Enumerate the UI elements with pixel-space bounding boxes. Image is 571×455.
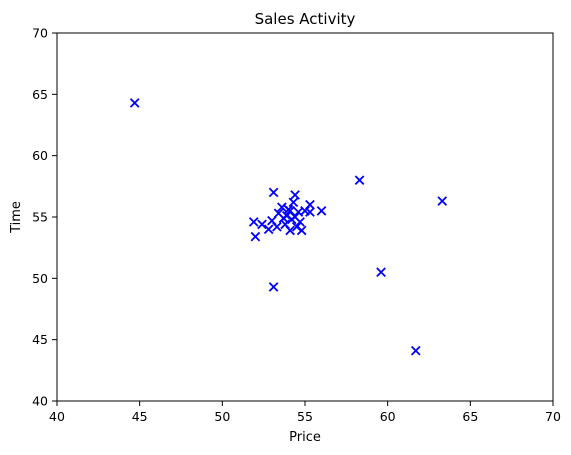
y-tick-label: 65 [32,87,48,102]
x-tick-label: 55 [297,409,313,424]
data-point-stroke [273,208,284,219]
data-point-stroke [129,98,140,108]
data-point [376,267,386,278]
data-point [410,345,421,356]
data-point [290,190,300,200]
data-point [268,282,279,292]
data-point [316,206,327,216]
data-point [305,207,315,217]
y-tick-label: 55 [32,210,48,225]
data-point-stroke [268,282,279,292]
data-point [354,175,365,186]
data-point [268,187,279,198]
data-point-stroke [354,175,365,186]
data-point [296,225,307,236]
data-point [129,98,140,108]
y-tick-label: 40 [32,394,48,409]
data-point-stroke [263,224,274,235]
y-tick-label: 50 [32,271,48,286]
data-point [305,199,315,210]
data-point-stroke [290,190,300,200]
data-point-stroke [305,207,315,217]
plot-area [129,98,448,356]
data-point [250,231,261,242]
data-point-stroke [296,225,307,236]
y-axis: 40 45 50 55 60 65 70 [32,26,57,409]
plot-frame [56,32,554,402]
data-point-stroke [285,225,295,236]
y-tick-label: 60 [32,148,48,163]
data-point-stroke [437,196,448,206]
data-point-stroke [248,217,259,227]
chart-title: Sales Activity [255,10,356,28]
data-point-stroke [288,197,299,208]
x-tick-label: 45 [132,409,148,424]
data-point [437,196,448,206]
data-point [285,206,295,216]
data-point [277,202,287,213]
y-axis-label: Time [9,201,24,234]
x-axis: 40 45 50 55 60 65 70 [49,401,561,424]
data-point-stroke [277,202,287,213]
data-point [263,224,274,235]
data-point-stroke [257,219,267,230]
x-tick-label: 50 [214,409,230,424]
data-point-stroke [305,199,315,210]
x-tick-label: 60 [380,409,396,424]
y-tick-label: 70 [32,26,48,41]
data-point-stroke [293,207,304,217]
x-tick-label: 40 [49,409,65,424]
data-point [272,221,282,232]
data-point [257,219,267,230]
data-point [285,225,295,236]
data-point [248,217,259,227]
data-point-stroke [272,221,282,232]
data-point [288,197,299,208]
data-point-stroke [268,187,279,198]
data-point-stroke [295,217,305,227]
x-tick-label: 70 [545,409,561,424]
data-point [291,221,302,232]
y-tick-label: 45 [32,332,48,347]
x-axis-label: Price [289,430,321,445]
x-tick-label: 65 [462,409,478,424]
data-point-stroke [291,221,302,232]
data-point-stroke [316,206,327,216]
data-point-stroke [376,267,386,278]
data-point-stroke [250,231,261,242]
data-point-stroke [410,345,421,356]
data-point [295,217,305,227]
data-point-stroke [285,206,295,216]
data-point-stroke [290,212,300,222]
